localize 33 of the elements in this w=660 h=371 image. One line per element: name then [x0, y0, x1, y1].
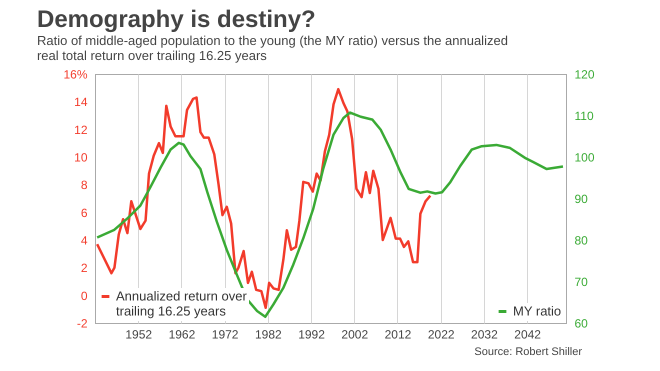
x-tick-label: 1962 [168, 328, 196, 342]
y-tick-label: 10 [74, 150, 88, 164]
x-tick-label: 2042 [514, 328, 542, 342]
legend-label: Annualized return over trailing 16.25 years [116, 288, 248, 318]
y-tick-label: 6 [80, 206, 88, 220]
x-tick-label: 2032 [471, 328, 498, 342]
line-series [96, 111, 564, 318]
y2-tick-label: 110 [574, 109, 594, 123]
x-tick-label: 1972 [212, 328, 239, 342]
legend-label: MY ratio [513, 304, 562, 318]
y2-tick-label: 100 [574, 150, 595, 164]
y-tick-label: 12 [74, 122, 88, 137]
y2-tick-label: 60 [574, 316, 588, 330]
chart-title: Demography is destiny? [36, 6, 316, 33]
y-tick-label: 14 [74, 95, 88, 110]
x-tick-label: 1982 [254, 328, 282, 342]
x-tick-label: 2022 [428, 328, 455, 342]
source-note: Source: Robert Shiller [474, 346, 582, 358]
y2-tick-label: 80 [574, 234, 588, 248]
chart-subtitle: Ratio of middle-aged population to the young (the MY ratio) versus the annualized real total return over trailing 16.25 years [36, 33, 508, 63]
x-tick-label: 1992 [298, 328, 326, 342]
y-tick-label: 0 [80, 288, 88, 303]
y2-tick-label: 120 [574, 68, 595, 82]
x-tick-label: 2012 [384, 328, 412, 342]
y-tick-label: 4 [80, 234, 88, 248]
y-tick-label: 8 [80, 178, 88, 192]
y2-tick-label: 90 [574, 192, 588, 206]
x-tick-label: 1952 [125, 328, 152, 342]
y-tick-label: -2 [76, 316, 88, 330]
y-tick-label: 16% [63, 68, 88, 82]
y-tick-label: 2 [80, 261, 88, 276]
x-tick-label: 2002 [341, 328, 368, 342]
y2-tick-label: 70 [574, 275, 588, 289]
